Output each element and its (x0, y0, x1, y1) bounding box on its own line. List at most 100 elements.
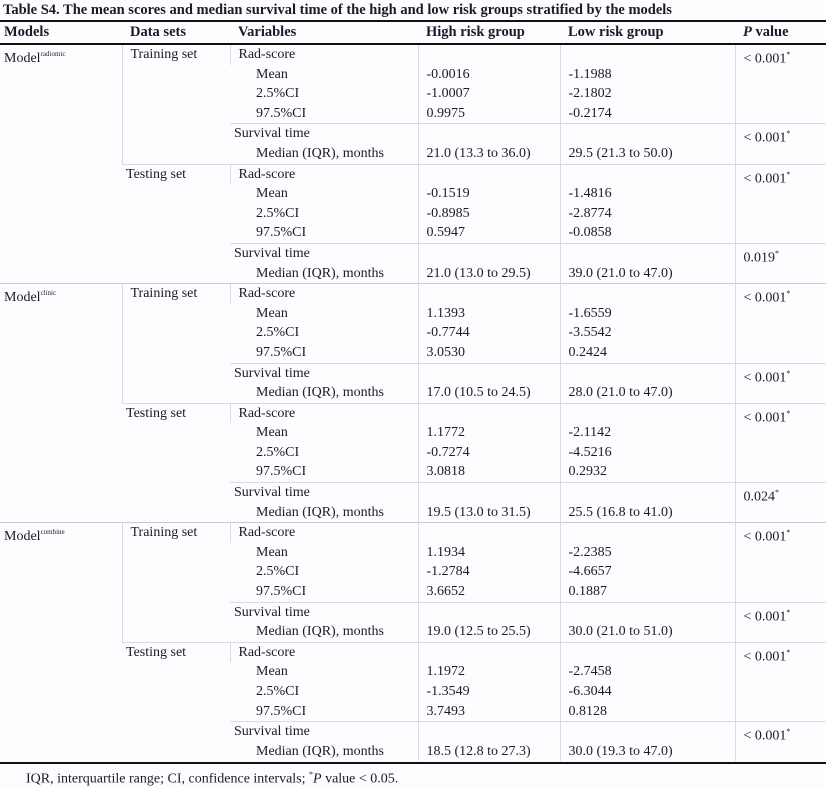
model-name: Modelclinic (0, 283, 122, 523)
variable-rad-score: Rad-score (229, 43, 418, 65)
low-risk-value: -4.5216 (559, 442, 735, 463)
table-row: Survival time < 0.001* (0, 123, 826, 165)
model-label: Model (4, 51, 41, 66)
header-row: Models Data sets Variables High risk gro… (0, 22, 826, 44)
high-risk-value: -0.1519 (417, 184, 560, 204)
table-row: Modelcombine Training set Rad-score < 0.001… (0, 522, 826, 762)
high-risk-value: -1.3549 (417, 682, 560, 702)
significance-star: * (786, 368, 791, 378)
variable-rad-score: Rad-score (229, 522, 418, 543)
low-risk-value: -6.3044 (559, 682, 735, 702)
variable-ci975: 97.5%CI (256, 464, 307, 480)
significance-star: * (786, 169, 791, 179)
variable-ci25: 2.5%CI (256, 205, 300, 221)
table-row: 2.5%CI -0.7274 -4.5216 (0, 442, 826, 463)
table-row: Mean 1.1972 -2.7458 (0, 662, 826, 682)
significance-star: * (786, 408, 791, 418)
low-risk-value: 0.8128 (559, 701, 735, 722)
table-title: Table S4. The mean scores and median sur… (3, 2, 672, 18)
low-risk-value: -3.5542 (559, 323, 735, 343)
variable-ci975: 97.5%CI (256, 584, 307, 600)
variable-ci25: 2.5%CI (256, 325, 300, 341)
p-value-cell: 0.019* (734, 242, 826, 284)
table-row: Survival time 0.019* (0, 242, 826, 284)
table-row: 2.5%CI -1.0007 -2.1802 (0, 84, 826, 104)
variable-survival-time: Survival time (230, 601, 418, 623)
cell (417, 283, 560, 304)
variable-median-iqr: Median (IQR), months (256, 743, 384, 759)
variable-median-iqr: Median (IQR), months (256, 145, 384, 161)
table-row: 97.5%CI 0.9975 -0.2174 (0, 103, 826, 124)
cell (417, 641, 560, 663)
header-high-risk: High risk group (426, 24, 525, 40)
variable-survival-time: Survival time (230, 362, 418, 384)
p-value-cell: < 0.001* (734, 601, 826, 643)
variable-ci975: 97.5%CI (256, 344, 307, 360)
significance-star: * (786, 607, 791, 617)
significance-star: * (786, 50, 791, 59)
low-risk-value: 0.2932 (559, 462, 735, 483)
variable-survival-time: Survival time (230, 721, 418, 742)
high-risk-value: -0.7744 (417, 323, 560, 343)
variable-median-iqr: Median (IQR), months (256, 504, 384, 520)
cell (417, 43, 560, 65)
p-value: < 0.001 (743, 728, 787, 744)
table-row: Median (IQR), months 17.0 (10.5 to 24.5) 2… (0, 383, 826, 404)
variable-median-iqr: Median (IQR), months (256, 385, 384, 401)
variable-mean: Mean (256, 425, 288, 441)
variable-median-iqr: Median (IQR), months (256, 624, 384, 640)
high-risk-value: 3.7493 (417, 701, 560, 722)
variable-mean: Mean (256, 66, 288, 82)
cell (417, 362, 560, 384)
high-risk-median: 19.5 (13.0 to 31.5) (417, 502, 560, 523)
low-risk-value: -2.8774 (559, 203, 735, 224)
p-value: < 0.001 (743, 171, 787, 187)
variable-mean: Mean (256, 544, 288, 560)
data-set-name: Testing set (122, 402, 230, 523)
cell (417, 601, 560, 623)
p-value: 0.024 (743, 489, 776, 505)
p-value: 0.019 (743, 250, 776, 266)
p-italic: P (743, 24, 752, 40)
table-row: Survival time 0.024* (0, 482, 826, 523)
variable-mean: Mean (256, 305, 288, 321)
table-row: Median (IQR), months 18.5 (12.8 to 27.3) 3… (0, 741, 826, 762)
high-risk-median: 21.0 (13.0 to 29.5) (417, 263, 560, 284)
table-row: Median (IQR), months 19.5 (13.0 to 31.5) 2… (0, 502, 826, 523)
p-value-cell: < 0.001* (734, 163, 826, 244)
variable-mean: Mean (256, 664, 288, 680)
cell (559, 283, 735, 304)
table-row: 2.5%CI -1.3549 -6.3044 (0, 682, 826, 702)
variable-rad-score: Rad-score (229, 402, 418, 424)
p-value-cell: 0.024* (734, 482, 826, 523)
header-data-sets: Data sets (130, 24, 186, 40)
high-risk-value: -0.8985 (417, 203, 560, 224)
cell (559, 402, 735, 424)
low-risk-value: -4.6657 (559, 562, 735, 583)
low-risk-value: -0.0858 (559, 223, 735, 244)
significance-star: * (786, 727, 791, 737)
header-low-risk: Low risk group (568, 24, 664, 40)
p-value-cell: < 0.001* (734, 43, 826, 124)
cell (417, 721, 560, 742)
high-risk-median: 17.0 (10.5 to 24.5) (417, 383, 560, 404)
p-value-cell: < 0.001* (734, 123, 826, 165)
p-value-cell: < 0.001* (734, 721, 826, 762)
high-risk-value: -0.0016 (417, 64, 560, 85)
model-label: Model (4, 290, 41, 306)
variable-ci975: 97.5%CI (256, 225, 307, 241)
p-value-cell: < 0.001* (734, 283, 826, 363)
low-risk-value: 0.2424 (559, 342, 735, 363)
table-row: Median (IQR), months 21.0 (13.3 to 36.0) 2… (0, 143, 826, 165)
variable-ci25: 2.5%CI (256, 86, 300, 102)
low-risk-median: 30.0 (21.0 to 51.0) (559, 622, 735, 643)
top-rule (0, 20, 826, 22)
table-row: Mean 1.1393 -1.6559 (0, 303, 826, 324)
low-risk-value: -1.4816 (559, 184, 735, 204)
table-row: Testing set Rad-score < 0.001* (0, 163, 826, 284)
low-risk-median: 28.0 (21.0 to 47.0) (559, 383, 735, 404)
p-value-cell: < 0.001* (734, 402, 826, 483)
p-value-cell: < 0.001* (734, 522, 826, 603)
low-risk-median: 39.0 (21.0 to 47.0) (559, 263, 735, 284)
table-row: Mean -0.0016 -1.1988 (0, 64, 826, 85)
